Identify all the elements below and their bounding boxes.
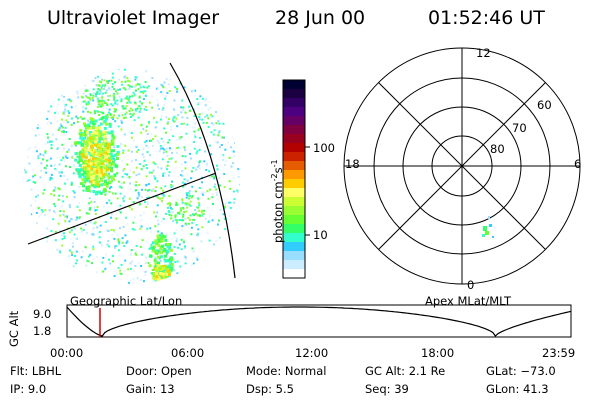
unit-s: s bbox=[270, 167, 285, 174]
alt-xtick-2359: 23:59 bbox=[542, 346, 576, 360]
info-gc-alt: GC Alt: 2.1 Re bbox=[365, 364, 446, 378]
alt-xtick-1200: 12:00 bbox=[295, 346, 329, 360]
mlat-label-80: 80 bbox=[490, 142, 505, 156]
altitude-curve bbox=[66, 306, 572, 337]
info-glat: GLat: −73.0 bbox=[486, 364, 556, 378]
intensity-colorbar bbox=[282, 79, 310, 279]
colorbar-tick-10: 10 bbox=[313, 228, 328, 242]
alt-ylabel: GC Alt bbox=[7, 310, 21, 347]
info-gain: Gain: 13 bbox=[126, 382, 175, 396]
polar-grid bbox=[343, 47, 581, 285]
alt-xtick-0600: 06:00 bbox=[171, 346, 205, 360]
mlat-label-60: 60 bbox=[537, 98, 552, 112]
altitude-plot bbox=[66, 304, 572, 338]
geographic-image bbox=[24, 62, 240, 284]
unit-exp1: -2 bbox=[270, 173, 279, 182]
alt-xtick-1800: 18:00 bbox=[421, 346, 455, 360]
alt-ytick-high: 9.0 bbox=[33, 307, 52, 321]
colorbar-tick-100: 100 bbox=[313, 141, 335, 155]
auroral-emission bbox=[24, 68, 240, 284]
info-mode: Mode: Normal bbox=[246, 364, 327, 378]
info-ip: IP: 9.0 bbox=[10, 382, 47, 396]
info-door: Door: Open bbox=[126, 364, 192, 378]
info-flt: Flt: LBHL bbox=[10, 364, 62, 378]
geo-grid-line bbox=[27, 172, 217, 245]
info-seq: Seq: 39 bbox=[365, 382, 409, 396]
instrument-title: Ultraviolet Imager bbox=[47, 7, 220, 29]
unit-exp2: -1 bbox=[270, 159, 279, 168]
mlt-label-0: 0 bbox=[467, 278, 475, 292]
mlt-label-6: 6 bbox=[574, 157, 582, 171]
mlat-label-70: 70 bbox=[512, 121, 527, 135]
time-label: 01:52:46 UT bbox=[428, 7, 545, 29]
info-glon: GLon: 41.3 bbox=[486, 382, 549, 396]
unit-base: photon cm bbox=[270, 181, 285, 243]
mlt-label-12: 12 bbox=[476, 46, 491, 60]
colorbar-unit-label: photon cm-2s-1 bbox=[270, 159, 285, 243]
date-label: 28 Jun 00 bbox=[275, 7, 366, 29]
terminator-arc bbox=[169, 62, 236, 279]
mlt-label-18: 18 bbox=[345, 157, 360, 171]
alt-ytick-low: 1.8 bbox=[33, 324, 52, 338]
alt-xtick-0000: 00:00 bbox=[50, 346, 84, 360]
info-dsp: Dsp: 5.5 bbox=[246, 382, 294, 396]
polar-emission bbox=[482, 216, 494, 238]
